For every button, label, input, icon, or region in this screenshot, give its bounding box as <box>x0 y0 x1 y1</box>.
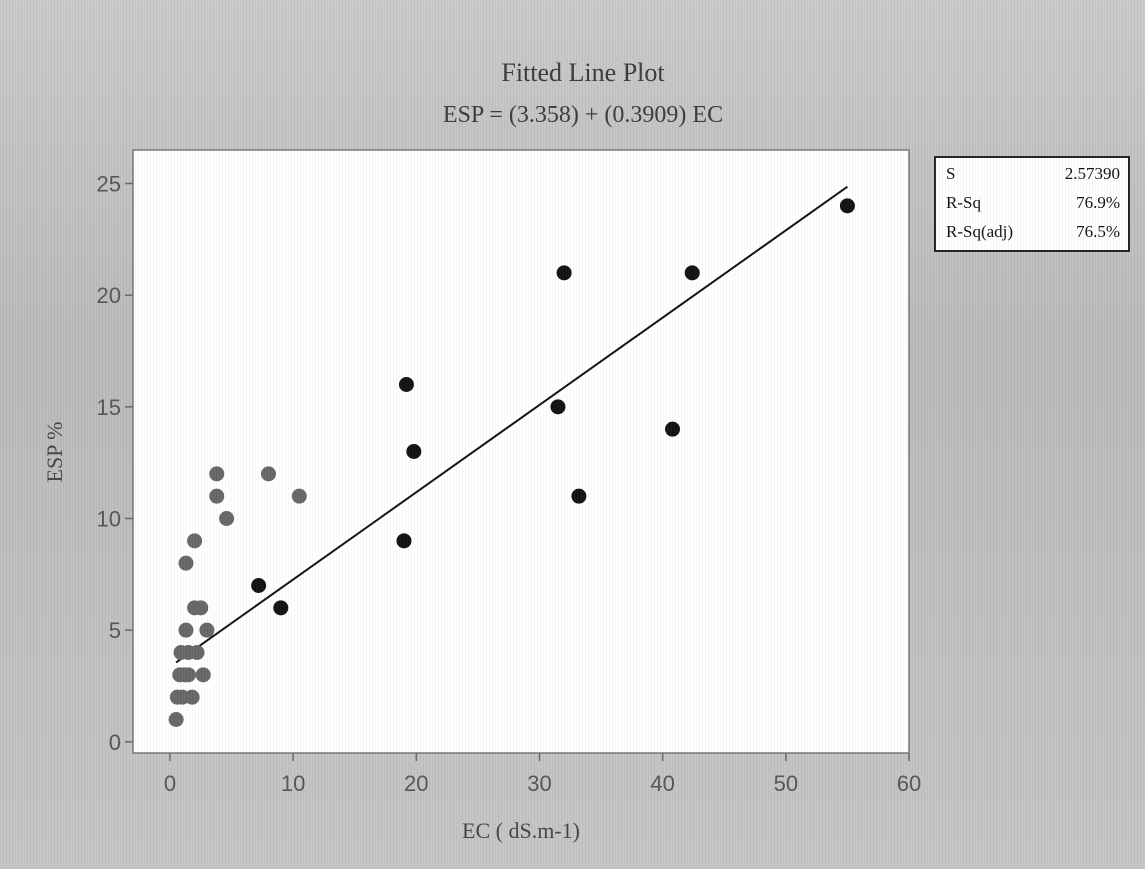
data-point <box>251 578 267 593</box>
x-tick-label: 10 <box>281 771 305 796</box>
data-point <box>209 466 225 482</box>
chart-title: Fitted Line Plot <box>501 58 665 87</box>
data-point <box>839 198 855 214</box>
data-point <box>199 622 215 638</box>
regression-stats-box: S 2.57390 R-Sq 76.9% R-Sq(adj) 76.5% <box>934 156 1130 252</box>
data-point <box>193 600 209 616</box>
points-layer <box>168 198 855 727</box>
data-point <box>665 421 681 437</box>
x-axis-title: EC ( dS.m-1) <box>462 818 580 843</box>
data-point <box>180 667 196 683</box>
stat-value: 2.57390 <box>1064 164 1120 183</box>
x-tick-label: 20 <box>404 771 428 796</box>
y-tick-label: 10 <box>97 507 121 532</box>
data-point <box>406 444 422 459</box>
x-tick-label: 60 <box>897 771 921 796</box>
data-point <box>398 377 414 392</box>
data-point <box>168 712 184 727</box>
chart-subtitle: ESP = (3.358) + (0.3909) EC <box>443 102 723 128</box>
data-point <box>189 645 205 660</box>
stat-name: S <box>946 164 956 183</box>
x-tick-label: 30 <box>527 771 551 796</box>
y-tick-label: 0 <box>109 730 121 755</box>
data-point <box>178 555 194 571</box>
x-tick-label: 40 <box>650 771 674 796</box>
data-point <box>178 622 194 638</box>
data-point <box>260 466 276 482</box>
stat-name: R-Sq <box>946 193 981 212</box>
data-point <box>291 488 307 504</box>
x-tick-label: 0 <box>164 771 176 796</box>
data-point <box>396 533 412 549</box>
y-tick-label: 15 <box>97 395 121 420</box>
stat-value: 76.9% <box>1076 193 1120 212</box>
y-tick-label: 20 <box>97 283 121 308</box>
fit-line-layer <box>175 185 848 664</box>
x-tick-label: 50 <box>774 771 798 796</box>
data-point <box>556 265 572 281</box>
x-axis: 0 10 20 30 40 50 60 <box>164 753 921 796</box>
data-point <box>184 689 200 705</box>
stat-row-r-sq-adj: R-Sq(adj) 76.5% <box>946 222 1120 246</box>
data-point <box>273 600 289 616</box>
y-tick-label: 25 <box>97 172 121 197</box>
y-tick-label: 5 <box>109 618 121 643</box>
data-point <box>684 265 700 281</box>
y-axis: 0 5 10 15 20 25 <box>97 172 133 755</box>
data-point <box>187 533 203 549</box>
stat-value: 76.5% <box>1076 222 1120 241</box>
data-point <box>550 399 566 415</box>
stat-name: R-Sq(adj) <box>946 222 1014 241</box>
fitted-line <box>175 185 848 664</box>
data-point <box>195 667 211 683</box>
stat-row-r-sq: R-Sq 76.9% <box>946 193 1120 217</box>
data-point <box>219 511 235 526</box>
data-point <box>209 488 225 504</box>
plot-area <box>132 149 910 754</box>
y-axis-title: ESP % <box>42 422 67 483</box>
stat-row-s: S 2.57390 <box>946 164 1120 188</box>
data-point <box>571 488 587 504</box>
